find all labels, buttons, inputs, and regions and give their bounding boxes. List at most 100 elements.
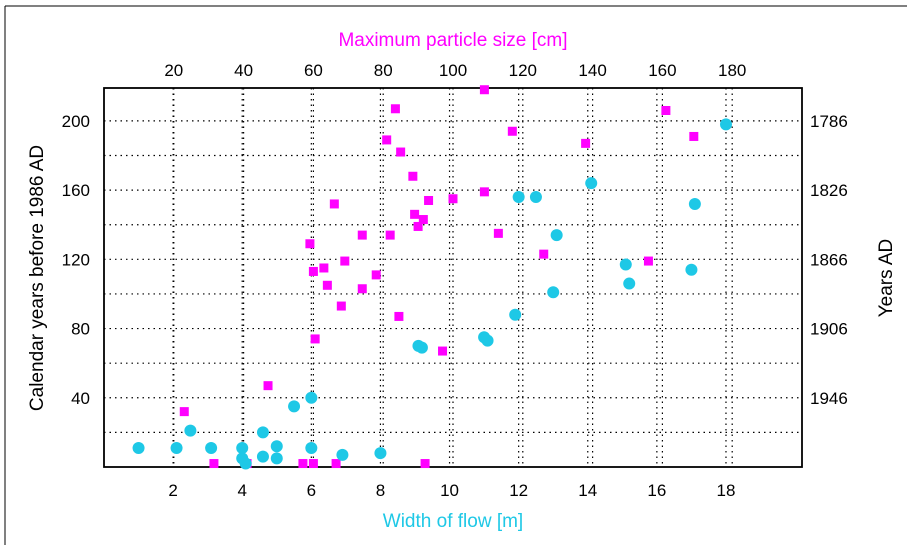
particle-size-point [661,105,671,115]
flow-width-point [288,400,301,413]
particle-size-point [410,209,420,219]
particle-size-point [418,215,428,225]
y-left-axis-title: Calendar years before 1986 AD [27,145,48,411]
y-left-tick-label: 160 [62,181,90,200]
flow-width-point [305,441,318,454]
flow-width-point [481,334,494,347]
y-right-tick-label: 1866 [810,250,848,269]
x-top-tick-label: 180 [718,61,746,80]
flow-width-point [270,440,283,453]
particle-size-point [209,459,219,469]
particle-size-point [493,228,503,238]
particle-size-point [507,126,517,136]
particle-size-point [308,266,318,276]
x-bottom-tick-label: 8 [376,481,385,500]
particle-size-point [394,311,404,321]
x-bottom-tick-label: 10 [440,481,459,500]
particle-size-point [322,280,332,290]
x-top-tick-label: 40 [234,61,253,80]
flow-width-point [415,341,428,354]
particle-size-point [479,85,489,95]
flow-width-point [184,424,197,437]
x-top-tick-label: 140 [578,61,606,80]
y-right-tick-label: 1946 [810,389,848,408]
y-left-tick-label: 80 [71,320,90,339]
y-right-tick-label: 1906 [810,320,848,339]
x-bottom-axis-title: Width of flow [m] [383,511,523,532]
particle-size-point [357,230,367,240]
particle-size-point [390,104,400,114]
particle-size-point [263,381,273,391]
flow-width-point [688,197,701,210]
flow-width-point [529,191,542,204]
particle-size-point [331,459,341,469]
particle-size-point [424,195,434,205]
particle-size-point [438,346,448,356]
particle-size-point [179,407,189,417]
flow-width-point [256,450,269,463]
flow-width-point [719,118,732,131]
particle-size-point [305,239,315,249]
flow-width-point [547,286,560,299]
plot-frame [103,87,803,468]
x-top-tick-label: 80 [374,61,393,80]
y-left-tick-label: 40 [71,389,90,408]
data-points [132,85,732,470]
x-top-tick-label: 100 [439,61,467,80]
particle-size-point [382,135,392,145]
particle-size-point [408,171,418,181]
x-top-axis-title: Maximum particle size [cm] [338,30,567,51]
particle-size-point [340,256,350,266]
flow-width-point [512,191,525,204]
flow-width-point [619,258,632,271]
flow-width-point [256,426,269,439]
y-right-axis-title: Years AD [876,239,897,318]
particle-size-point [420,459,430,469]
flow-width-point [550,229,563,242]
x-bottom-tick-label: 18 [717,481,736,500]
y-right-tick-label: 1826 [810,181,848,200]
x-bottom-tick-label: 14 [578,481,597,500]
flow-width-point [205,441,218,454]
x-bottom-tick-label: 2 [168,481,177,500]
flow-width-point [239,457,252,470]
particle-size-point [413,221,423,231]
particle-size-point [298,459,308,469]
x-top-tick-label: 20 [164,61,183,80]
y-right-tick-label: 1786 [810,112,848,131]
x-bottom-tick-label: 16 [647,481,666,500]
particle-size-point [319,263,329,273]
flow-width-point [374,447,387,460]
particle-size-point [539,249,549,259]
flow-width-point [132,441,145,454]
particle-size-point [329,199,339,209]
flow-width-point [585,177,598,190]
tick-labels: 2 4 6 8 10 12 14 16 18 20 40 60 80 100 120 140 160 180 40 8… [62,61,848,500]
flow-width-point [509,308,522,321]
particle-size-point [357,284,367,294]
flow-width-point [170,441,183,454]
particle-size-point [448,194,458,204]
x-bottom-tick-label: 6 [307,481,316,500]
particle-size-point [336,301,346,311]
particle-size-point [310,334,320,344]
x-bottom-tick-label: 12 [509,481,528,500]
x-top-tick-label: 120 [509,61,537,80]
particle-size-point [396,147,406,157]
flow-width-point [270,452,283,465]
flow-width-point [336,448,349,461]
flow-width-point [685,263,698,276]
particle-size-point [479,187,489,197]
grid [104,88,802,467]
flow-width-point [623,277,636,290]
x-bottom-tick-label: 4 [237,481,246,500]
particle-size-point [581,138,591,148]
particle-size-point [385,230,395,240]
particle-size-point [371,270,381,280]
particle-size-point [689,131,699,141]
y-left-tick-label: 120 [62,250,90,269]
y-left-tick-label: 200 [62,112,90,131]
x-top-tick-label: 160 [648,61,676,80]
flow-width-point [236,441,249,454]
